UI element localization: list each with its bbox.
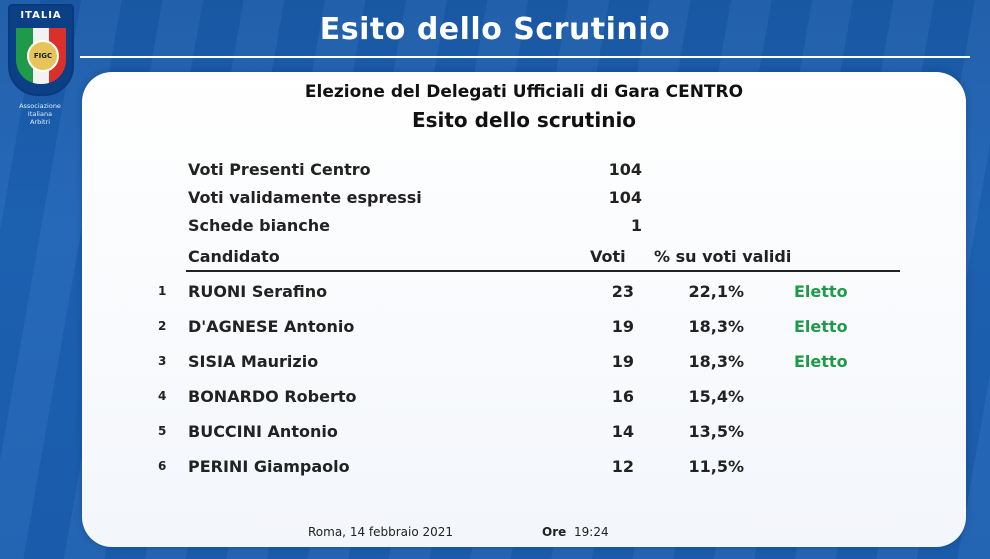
stat-label-bianche: Schede bianche	[188, 216, 330, 235]
candidate-name: RUONI Serafino	[188, 282, 328, 301]
candidate-votes: 19	[611, 317, 634, 336]
column-header-percent: % su voti validi	[654, 247, 792, 266]
table-row: 5 BUCCINI Antonio 14 13,5%	[82, 422, 966, 446]
footer-date: Roma, 14 febbraio 2021	[308, 525, 454, 539]
row-rank: 3	[158, 354, 167, 368]
row-rank: 6	[158, 459, 167, 473]
table-row: 4 BONARDO Roberto 16 15,4%	[82, 387, 966, 411]
candidate-percent: 11,5%	[688, 457, 744, 476]
results-panel: Elezione del Delegati Ufficiali di Gara …	[82, 72, 966, 547]
logo-top-text: ITALIA	[20, 10, 62, 21]
table-row: 1 RUONI Serafino 23 22,1% Eletto	[82, 282, 966, 306]
stat-value-validi: 104	[608, 188, 642, 207]
results-subtitle: Esito dello scrutinio	[411, 108, 637, 132]
stat-value-presenti: 104	[608, 160, 642, 179]
candidate-percent: 18,3%	[688, 352, 744, 371]
elected-badge: Eletto	[794, 352, 848, 371]
candidate-name: PERINI Giampaolo	[188, 457, 350, 476]
logo-subtitle: Associazione Italiana Arbitri	[19, 102, 61, 126]
candidate-percent: 13,5%	[688, 422, 744, 441]
table-row: 2 D'AGNESE Antonio 19 18,3% Eletto	[82, 317, 966, 341]
elected-badge: Eletto	[794, 317, 848, 336]
page-title: Esito dello Scrutinio	[319, 12, 671, 47]
stat-label-presenti: Voti Presenti Centro	[188, 160, 371, 179]
table-row: 3 SISIA Maurizio 19 18,3% Eletto	[82, 352, 966, 376]
column-header-candidate: Candidato	[188, 247, 280, 266]
logo-shield: ITALIA FIGC	[8, 4, 74, 96]
table-header-divider	[186, 270, 900, 272]
candidate-percent: 15,4%	[688, 387, 744, 406]
candidate-name: D'AGNESE Antonio	[188, 317, 355, 336]
column-header-votes: Voti	[590, 247, 626, 266]
candidate-votes: 16	[611, 387, 634, 406]
row-rank: 2	[158, 319, 167, 333]
logo-emblem: FIGC	[27, 40, 59, 72]
row-rank: 1	[158, 284, 167, 298]
candidate-name: SISIA Maurizio	[188, 352, 319, 371]
footer-ore-label: Ore	[542, 525, 567, 539]
candidate-votes: 19	[611, 352, 634, 371]
candidate-name: BONARDO Roberto	[188, 387, 357, 406]
aia-logo: ITALIA FIGC Associazione Italiana Arbitr…	[8, 4, 74, 126]
candidate-name: BUCCINI Antonio	[188, 422, 338, 441]
elected-badge: Eletto	[794, 282, 848, 301]
candidate-percent: 22,1%	[688, 282, 744, 301]
stat-value-bianche: 1	[630, 216, 642, 235]
footer-time: 19:24	[574, 525, 609, 539]
row-rank: 4	[158, 389, 167, 403]
row-rank: 5	[158, 424, 167, 438]
election-title: Elezione del Delegati Ufficiali di Gara …	[304, 82, 744, 102]
header-divider	[80, 56, 970, 58]
candidate-votes: 12	[611, 457, 634, 476]
candidate-votes: 14	[611, 422, 634, 441]
stat-label-validi: Voti validamente espressi	[188, 188, 422, 207]
candidate-votes: 23	[611, 282, 634, 301]
table-row: 6 PERINI Giampaolo 12 11,5%	[82, 457, 966, 481]
candidate-percent: 18,3%	[688, 317, 744, 336]
